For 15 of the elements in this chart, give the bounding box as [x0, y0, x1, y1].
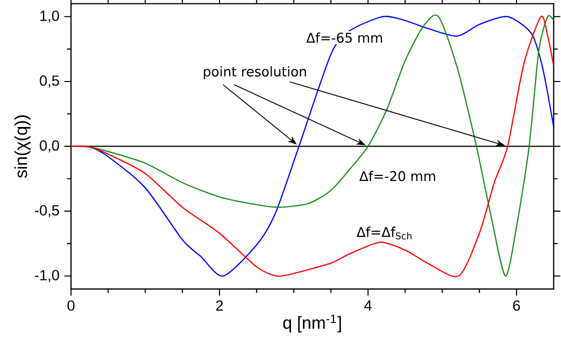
y-tick-label: 1,0: [40, 10, 60, 23]
x-axis-title: q [nm$^{-1}$]: [283, 314, 341, 332]
x-tick-label: 0: [67, 300, 74, 311]
y-tick-label: 0,5: [40, 75, 59, 88]
y-axis-title: sin(χ(q)): [14, 115, 31, 178]
y-tick-label: -1,0: [35, 270, 60, 282]
x-tick-label: 4: [364, 300, 372, 310]
annotation: point resolution: [204, 66, 306, 80]
x-tick-label: 6: [513, 300, 520, 311]
y-tick-label: 0,0: [40, 140, 60, 152]
annotation: Δf=-65 mm: [306, 32, 382, 43]
x-tick-label: 2: [216, 300, 223, 311]
annotation: Δf=-20 mm: [359, 170, 436, 182]
annotation: Δf=Δf$_{Sch}$: [356, 226, 412, 240]
y-tick-label: -0,5: [35, 205, 59, 218]
